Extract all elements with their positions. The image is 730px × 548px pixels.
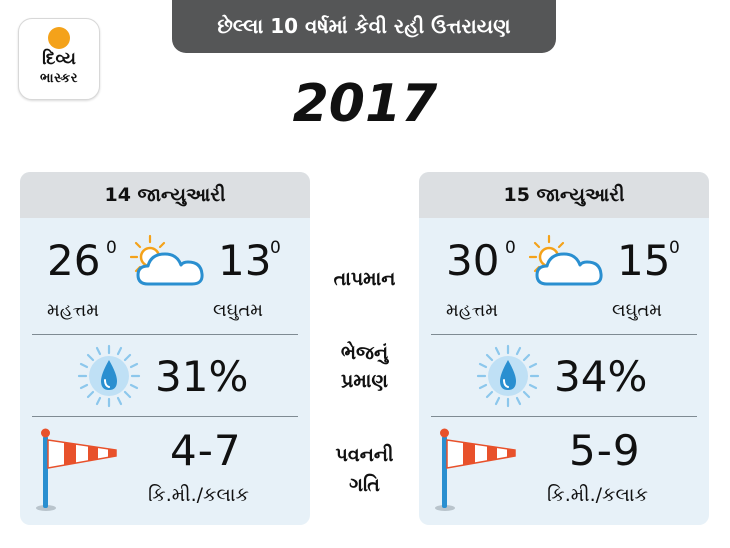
date-header: 14 જાન્યુઆરી bbox=[20, 172, 310, 218]
water-drop-icon bbox=[77, 344, 141, 408]
day-panel-14-jan: 14 જાન્યુઆરી 26 0 મહત્તમ 13 0 લઘુતમ bbox=[20, 172, 310, 525]
wind-label-line1: પવનની bbox=[335, 444, 394, 466]
date-header: 15 જાન્યુઆરી bbox=[419, 172, 709, 218]
max-temp-degree: 0 bbox=[106, 238, 117, 258]
divider bbox=[431, 334, 697, 335]
partly-cloudy-icon bbox=[130, 234, 204, 286]
divider bbox=[32, 416, 298, 417]
title-banner: છેલ્લા 10 વર્ષમાં કેવી રહી ઉત્તરાયણ bbox=[172, 0, 556, 53]
max-temp-label: મહત્તમ bbox=[47, 300, 99, 321]
year-heading: 2017 bbox=[292, 74, 438, 134]
wind-speed-unit: કિ.મી./કલાક bbox=[148, 484, 249, 506]
logo-text-line2: ભાસ્કર bbox=[40, 71, 78, 86]
divider bbox=[431, 416, 697, 417]
wind-speed-value: 5-9 bbox=[569, 426, 641, 475]
wind-label-line2: ગતિ bbox=[349, 474, 380, 496]
max-temp-value: 30 bbox=[446, 236, 500, 285]
max-temp-value: 26 bbox=[47, 236, 101, 285]
min-temp-degree: 0 bbox=[270, 238, 281, 258]
water-drop-icon bbox=[476, 344, 540, 408]
humidity-label-line1: ભેજનું bbox=[340, 342, 389, 364]
logo-text-line1: દિવ્ય bbox=[42, 49, 76, 69]
min-temp-value: 13 bbox=[218, 236, 272, 285]
humidity-label-line2: પ્રમાણ bbox=[341, 370, 388, 392]
windsock-icon bbox=[36, 428, 117, 511]
max-temp-degree: 0 bbox=[505, 238, 516, 258]
windsock-icon bbox=[435, 428, 516, 511]
wind-speed-value: 4-7 bbox=[170, 426, 242, 475]
day-panel-15-jan: 15 જાન્યુઆરી 30 0 મહત્તમ 15 0 લઘુતમ bbox=[419, 172, 709, 525]
partly-cloudy-icon bbox=[529, 234, 603, 286]
temperature-label: તાપમાન bbox=[333, 268, 396, 290]
min-temp-label: લઘુતમ bbox=[612, 300, 663, 321]
humidity-value: 34% bbox=[554, 352, 648, 401]
max-temp-label: મહત્તમ bbox=[446, 300, 498, 321]
divya-bhaskar-logo: દિવ્ય ભાસ્કર bbox=[18, 18, 100, 100]
humidity-value: 31% bbox=[155, 352, 249, 401]
wind-speed-unit: કિ.મી./કલાક bbox=[547, 484, 648, 506]
divider bbox=[32, 334, 298, 335]
min-temp-degree: 0 bbox=[669, 238, 680, 258]
sun-logo-icon bbox=[48, 27, 70, 49]
min-temp-value: 15 bbox=[617, 236, 671, 285]
min-temp-label: લઘુતમ bbox=[213, 300, 264, 321]
